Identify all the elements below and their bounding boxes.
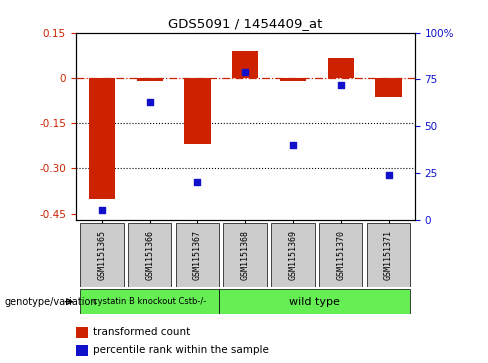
Text: GSM1151369: GSM1151369: [288, 230, 298, 280]
Bar: [89, 78, 115, 199]
Bar: [76, 345, 87, 356]
Point: [98, 207, 106, 213]
Bar: [319, 223, 363, 287]
Point: [385, 172, 392, 178]
Bar: [271, 223, 315, 287]
Point: [146, 99, 154, 105]
Bar: [375, 78, 402, 98]
Text: transformed count: transformed count: [93, 327, 190, 337]
Bar: [219, 289, 410, 314]
Bar: [76, 327, 87, 338]
Point: [337, 82, 345, 88]
Bar: [176, 223, 219, 287]
Text: GSM1151366: GSM1151366: [145, 230, 154, 280]
Bar: [184, 78, 211, 144]
Point: [194, 179, 202, 185]
Title: GDS5091 / 1454409_at: GDS5091 / 1454409_at: [168, 17, 323, 30]
Text: GSM1151365: GSM1151365: [98, 230, 106, 280]
Bar: [280, 78, 306, 81]
Bar: [137, 78, 163, 81]
Point: [289, 142, 297, 148]
Bar: [327, 58, 354, 78]
Text: GSM1151368: GSM1151368: [241, 230, 250, 280]
Text: genotype/variation: genotype/variation: [5, 297, 98, 307]
Text: cystatin B knockout Cstb-/-: cystatin B knockout Cstb-/-: [93, 297, 206, 306]
Text: GSM1151371: GSM1151371: [384, 230, 393, 280]
Text: wild type: wild type: [289, 297, 340, 307]
Text: GSM1151367: GSM1151367: [193, 230, 202, 280]
Bar: [224, 223, 267, 287]
Bar: [367, 223, 410, 287]
Text: percentile rank within the sample: percentile rank within the sample: [93, 345, 268, 355]
Point: [242, 69, 249, 75]
Bar: [232, 51, 258, 78]
Bar: [128, 223, 171, 287]
Text: GSM1151370: GSM1151370: [336, 230, 345, 280]
Bar: [80, 223, 123, 287]
Bar: [80, 289, 219, 314]
